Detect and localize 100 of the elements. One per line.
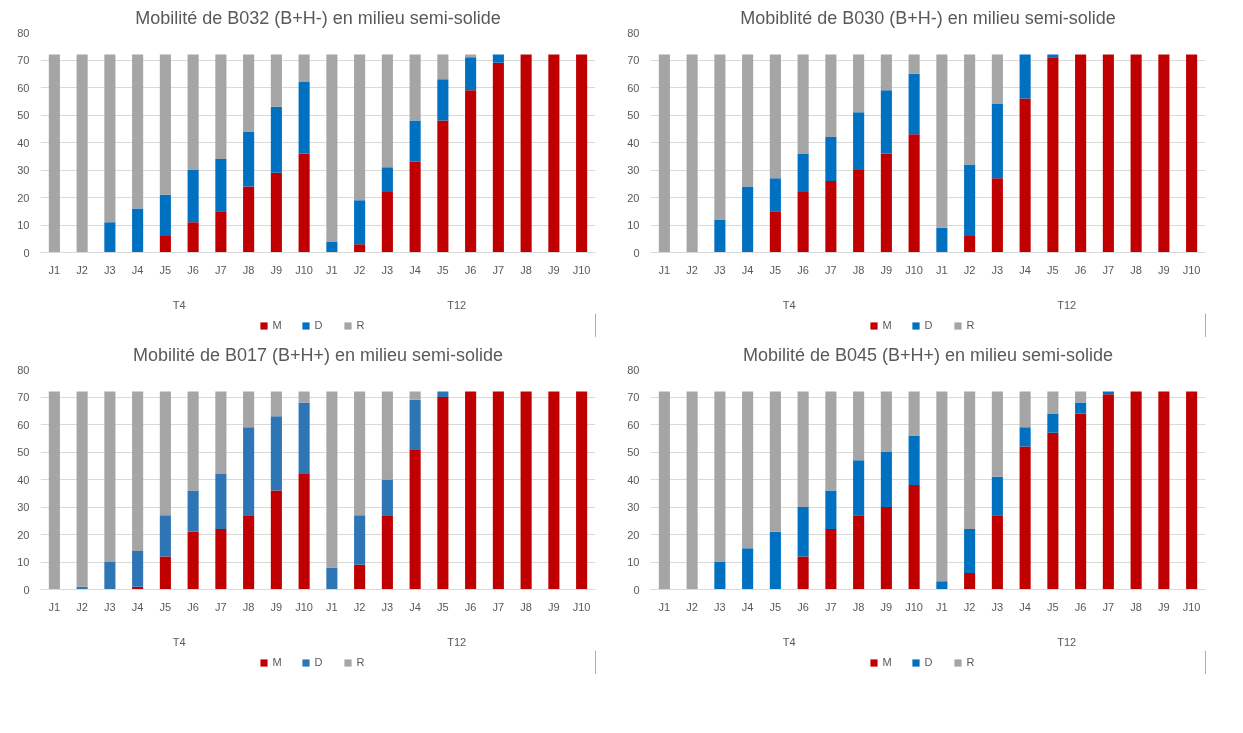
bar: [797, 507, 809, 557]
x-tick-label: J10: [572, 263, 591, 276]
bar: [1102, 394, 1114, 590]
bar: [243, 131, 255, 187]
bar: [409, 120, 421, 162]
x-tick-label: J2: [76, 263, 88, 276]
bar: [880, 391, 892, 452]
bar: [354, 564, 366, 590]
x-tick-label: J9: [880, 263, 893, 276]
y-tick-label: 30: [17, 501, 30, 513]
bar: [409, 161, 421, 253]
x-tick-label: J1: [936, 600, 948, 613]
bar: [1158, 54, 1170, 253]
bar: [354, 391, 366, 516]
x-tick-label: J10: [295, 263, 314, 276]
bar: [465, 391, 477, 590]
bar: [908, 134, 920, 253]
x-tick-label: J10: [905, 600, 924, 613]
bar: [1019, 98, 1031, 253]
bar: [880, 90, 892, 154]
bar: [1102, 54, 1114, 253]
x-tick-label: J10: [295, 600, 314, 613]
x-tick-label: J9: [880, 600, 893, 613]
legend-label: M: [272, 319, 283, 331]
y-tick-label: 80: [17, 363, 30, 376]
x-tick-label: J5: [1047, 263, 1059, 276]
y-tick-label: 20: [627, 191, 640, 204]
x-tick-label: J7: [492, 263, 505, 276]
bar: [243, 391, 255, 428]
bar: [520, 54, 532, 253]
bar: [964, 236, 976, 253]
chart-title: Mobilité de B032 (B+H-) en milieu semi-solide: [135, 7, 501, 28]
bar: [243, 186, 255, 253]
bar: [520, 391, 532, 590]
x-tick-label: J4: [409, 263, 421, 276]
y-tick-label: 70: [17, 54, 30, 66]
bar: [853, 170, 865, 253]
y-tick-label: 80: [17, 26, 30, 39]
bar: [853, 112, 865, 170]
x-tick-label: J8: [1130, 600, 1142, 613]
y-tick-label: 50: [627, 109, 640, 121]
x-tick-label: J5: [769, 263, 782, 276]
bar: [270, 54, 282, 107]
bar: [298, 153, 310, 253]
chart-title: Mobiblité de B030 (B+H-) en milieu semi-solide: [740, 7, 1116, 28]
bar: [215, 474, 227, 529]
bar: [742, 391, 754, 549]
bar: [159, 391, 171, 516]
bar: [492, 54, 504, 63]
text: T12: [447, 298, 467, 311]
bar: [270, 106, 282, 173]
bar: [908, 54, 920, 74]
bar: [243, 515, 255, 590]
bar: [769, 211, 781, 253]
bar: [1075, 413, 1087, 590]
x-tick-label: J6: [1074, 263, 1087, 276]
x-tick-label: J9: [548, 600, 560, 613]
bar: [964, 391, 976, 529]
bar: [742, 548, 754, 590]
x-tick-label: J5: [769, 600, 782, 613]
bar: [964, 573, 976, 590]
bar: [187, 531, 199, 590]
x-tick-label: J10: [1182, 263, 1201, 276]
bar: [215, 211, 227, 253]
bar: [1075, 402, 1087, 414]
bar: [104, 222, 116, 253]
x-tick-label: J6: [1074, 600, 1087, 613]
bar: [48, 391, 60, 590]
bar: [215, 54, 227, 159]
bar: [548, 391, 560, 590]
x-tick-label: J7: [215, 600, 227, 613]
bar: [437, 397, 449, 590]
y-tick-label: 40: [17, 473, 30, 486]
bar: [880, 54, 892, 91]
x-tick-label: J7: [825, 600, 837, 613]
bar: [1158, 391, 1170, 590]
bar: [1047, 57, 1059, 253]
bar: [409, 54, 421, 121]
y-tick-label: 10: [627, 219, 640, 231]
bar: [686, 54, 698, 253]
x-tick-label: J4: [1019, 263, 1031, 276]
bar: [381, 391, 393, 480]
bar: [187, 490, 199, 532]
bar: [326, 54, 338, 242]
x-tick-label: J9: [270, 600, 283, 613]
y-tick-label: 50: [17, 446, 30, 458]
bar: [991, 515, 1003, 590]
bar: [853, 515, 865, 590]
x-tick-label: J1: [48, 600, 61, 613]
bar: [187, 222, 199, 253]
x-tick-label: J9: [548, 263, 560, 276]
x-tick-label: J2: [686, 600, 698, 613]
x-tick-label: J5: [159, 600, 172, 613]
bar: [465, 90, 477, 253]
x-tick-label: J10: [905, 263, 924, 276]
legend-label: D: [924, 319, 934, 331]
bar: [658, 54, 670, 253]
bar: [243, 427, 255, 516]
bar: [409, 399, 421, 450]
bar: [409, 449, 421, 590]
